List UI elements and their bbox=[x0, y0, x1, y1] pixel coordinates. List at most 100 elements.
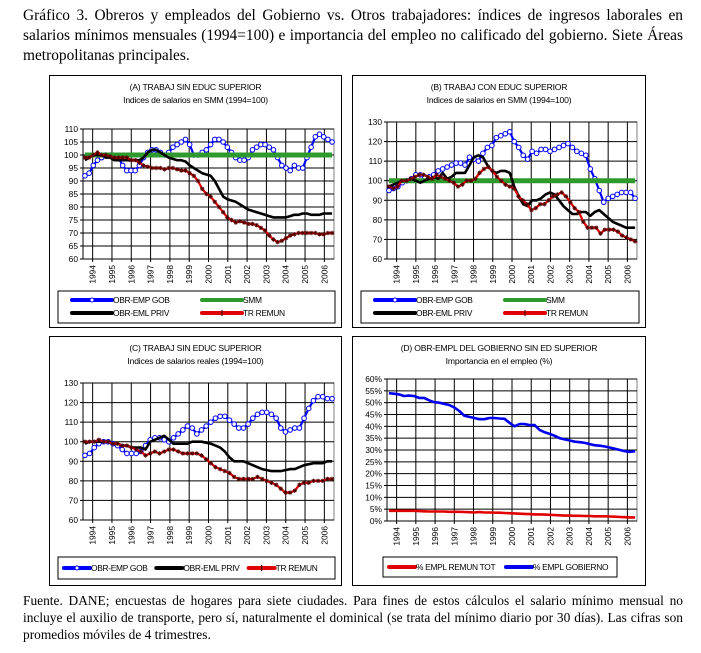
data-point bbox=[300, 230, 305, 236]
x-tick-label: 2001 bbox=[526, 527, 536, 546]
data-point bbox=[189, 425, 195, 431]
data-point bbox=[153, 165, 159, 171]
data-point bbox=[299, 165, 306, 171]
data-point bbox=[600, 199, 607, 206]
data-point bbox=[262, 228, 268, 233]
y-tick-label: 95 bbox=[69, 163, 79, 173]
data-point bbox=[170, 435, 177, 441]
data-point bbox=[627, 189, 634, 196]
data-point bbox=[308, 230, 314, 236]
data-point bbox=[124, 450, 130, 457]
data-point bbox=[563, 194, 569, 199]
data-point bbox=[529, 148, 535, 155]
data-point bbox=[241, 157, 247, 163]
data-point bbox=[421, 172, 426, 178]
legend-label: OBR-EMP GOB bbox=[91, 563, 148, 573]
data-point bbox=[82, 452, 88, 459]
y-tick-label: 5% bbox=[370, 504, 383, 514]
data-point bbox=[259, 409, 265, 416]
data-point bbox=[226, 417, 233, 423]
x-tick-label: 2003 bbox=[565, 527, 575, 546]
data-point bbox=[240, 425, 247, 431]
chart-a-svg: 60 65 70 75 80 85 90 95 100 105 110 1994 1995 1996 199… bbox=[57, 124, 336, 324]
data-point bbox=[87, 439, 92, 444]
chart-panel-b: (B) TRABAJ CON EDUC SUPERIOR Indices de … bbox=[352, 75, 646, 328]
data-point bbox=[632, 239, 638, 244]
data-point bbox=[453, 160, 459, 166]
chart-panel-a: (A) TRABAJ SIN EDUC SUPERIOR Indices de … bbox=[49, 75, 342, 328]
data-point bbox=[574, 148, 580, 155]
chart-d-title: (D) OBR-EMPL DEL GOBIERNO SIN ED SUPERIO… bbox=[400, 343, 598, 353]
y-tick-label: 90 bbox=[69, 456, 79, 466]
data-point bbox=[325, 230, 331, 236]
x-tick-label: 2005 bbox=[603, 527, 613, 546]
data-point bbox=[115, 441, 120, 446]
x-tick-label: 1999 bbox=[184, 526, 194, 545]
data-point bbox=[615, 229, 621, 234]
data-point bbox=[292, 232, 297, 237]
data-point bbox=[120, 443, 125, 448]
data-point bbox=[110, 441, 116, 446]
data-point bbox=[91, 444, 98, 451]
data-point bbox=[141, 163, 146, 168]
data-point bbox=[91, 152, 96, 158]
data-point bbox=[86, 450, 93, 457]
data-point bbox=[317, 232, 322, 237]
data-point bbox=[149, 165, 155, 171]
x-tick-label: 1998 bbox=[469, 265, 479, 284]
data-point bbox=[386, 187, 392, 194]
y-tick-label: 80 bbox=[373, 215, 383, 225]
data-point bbox=[589, 225, 595, 230]
data-point bbox=[227, 470, 232, 476]
data-point bbox=[520, 152, 526, 159]
data-point bbox=[287, 167, 293, 174]
data-point bbox=[555, 192, 560, 197]
x-tick-label: 1994 bbox=[88, 526, 98, 545]
data-point bbox=[296, 230, 301, 236]
x-tick-label: 1998 bbox=[165, 265, 175, 284]
x-tick-label: 2000 bbox=[204, 526, 214, 545]
data-point bbox=[128, 158, 134, 163]
data-point bbox=[516, 194, 521, 199]
x-tick-label: 2005 bbox=[603, 265, 613, 284]
data-point bbox=[208, 461, 214, 466]
data-point bbox=[250, 476, 255, 482]
chart-a-subtitle: Indices de salarios en SMM (1994=100) bbox=[123, 95, 268, 105]
data-point bbox=[287, 490, 293, 495]
data-point bbox=[511, 138, 518, 145]
x-tick-label: 2002 bbox=[545, 265, 555, 284]
y-tick-label: 65 bbox=[69, 241, 79, 251]
y-tick-label: 100 bbox=[64, 437, 78, 447]
legend-marker bbox=[89, 297, 95, 303]
data-point bbox=[269, 480, 274, 486]
data-point bbox=[559, 190, 564, 195]
data-point bbox=[386, 184, 392, 189]
data-point bbox=[587, 166, 594, 172]
data-point bbox=[506, 128, 513, 135]
y-tick-label: 15% bbox=[365, 481, 382, 491]
data-point bbox=[207, 141, 214, 148]
data-point bbox=[306, 480, 311, 486]
x-tick-label: 1999 bbox=[488, 265, 498, 284]
data-point bbox=[321, 232, 326, 237]
x-tick-label: 1996 bbox=[430, 265, 440, 284]
data-point bbox=[129, 445, 134, 450]
data-point bbox=[182, 136, 189, 143]
data-point bbox=[271, 237, 276, 242]
data-point bbox=[310, 397, 317, 404]
series--empl-remun-tot bbox=[388, 509, 636, 519]
y-tick-label: 70 bbox=[69, 228, 79, 238]
data-point bbox=[229, 217, 234, 223]
data-point bbox=[292, 488, 297, 493]
y-tick-label: 30% bbox=[365, 445, 382, 455]
data-point bbox=[291, 162, 298, 169]
legend-label: SMM bbox=[243, 295, 262, 305]
legend-label: % EMPL REMUN TOT bbox=[416, 562, 495, 572]
legend-item: SMM bbox=[503, 295, 565, 305]
data-point bbox=[94, 157, 101, 163]
chart-c-svg: 60 70 80 90 100 110 120 130 1994 1995 1996 1997 1998… bbox=[57, 378, 336, 580]
data-point bbox=[183, 168, 188, 173]
data-point bbox=[464, 178, 469, 183]
data-point bbox=[425, 174, 430, 179]
data-point bbox=[199, 453, 204, 458]
